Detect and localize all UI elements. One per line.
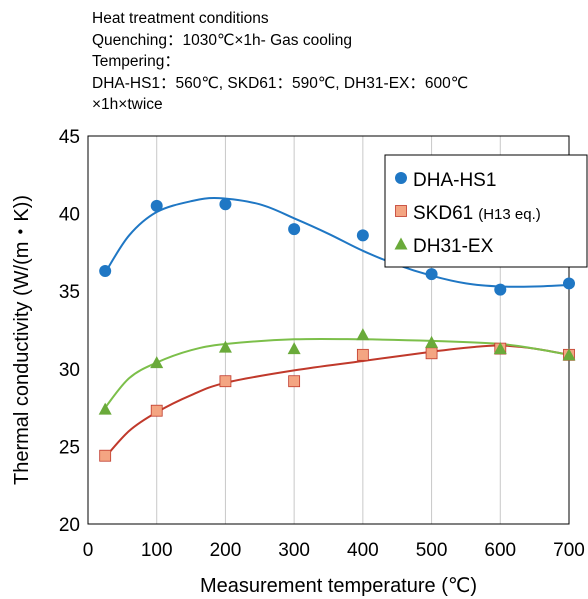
point-skd61 [99,449,112,462]
x-tick-label: 300 [278,540,310,561]
point-skd61 [356,348,369,361]
x-tick-label: 500 [416,540,448,561]
legend: DHA-HS1 SKD61 (H13 eq.) DH31-EX [384,154,588,268]
x-tick-label: 200 [210,540,242,561]
x-tick-label: 100 [141,540,173,561]
legend-box [384,154,588,268]
notes-line-5: ×1h×twice [92,96,163,113]
legend-marker-dha-hs1 [395,172,407,184]
legend-name-suffix: (H13 eq.) [478,206,541,223]
data-points [98,198,576,462]
x-tick-label: 700 [553,540,585,561]
notes-line-4: DHA-HS1：560℃, SKD61：590℃, DH31-EX：600℃ [92,74,469,92]
x-axis-ticks: 0 100 200 300 400 500 600 700 [83,540,585,561]
y-axis-label: Thermal conductivity (W/(m・K)) [11,195,33,485]
y-tick-label: 45 [59,127,80,148]
y-tick-label: 25 [59,437,80,458]
point-dh31-ex [287,342,301,355]
point-skd61 [288,375,301,388]
x-axis-label: Measurement temperature (℃) [200,575,477,597]
legend-name: DH31-EX [413,236,494,257]
point-dh31-ex [425,335,439,348]
point-dh31-ex [98,402,112,415]
legend-name: SKD61 [413,203,473,224]
legend-label-skd61: SKD61 (H13 eq.) [413,203,541,224]
notes-line-3: Tempering： [92,53,180,70]
point-dha-hs1 [150,199,163,212]
y-tick-label: 30 [59,360,80,381]
x-tick-label: 600 [484,540,516,561]
y-axis-ticks: 20 25 30 35 40 45 [59,127,80,536]
notes-line-2: Quenching：1030℃×1h- Gas cooling [92,31,352,49]
point-skd61 [425,347,438,360]
point-dh31-ex [150,356,164,369]
point-dh31-ex [356,328,370,341]
x-tick-label: 0 [83,540,94,561]
trendline-skd61 [104,344,570,458]
y-tick-label: 35 [59,282,80,303]
heat-treatment-notes: Heat treatment conditions Quenching：1030… [92,8,468,116]
point-dha-hs1 [563,277,575,290]
legend-label-dh31-ex: DH31-EX [413,236,494,257]
point-dha-hs1 [356,229,369,242]
trendline-dha-hs1 [104,196,570,288]
legend-label-dha-hs1: DHA-HS1 [413,170,496,191]
x-tick-label: 400 [347,540,379,561]
point-dh31-ex [493,342,507,355]
point-dha-hs1 [219,198,232,211]
point-dha-hs1 [494,283,507,296]
legend-marker-dh31-ex [394,237,408,250]
point-dha-hs1 [99,265,112,278]
trendline-dh31-ex [104,337,570,409]
point-skd61 [150,404,163,417]
y-tick-label: 40 [59,205,80,226]
point-dha-hs1 [288,223,301,236]
legend-name: DHA-HS1 [413,170,496,191]
y-tick-label: 20 [59,515,80,536]
notes-line-1: Heat treatment conditions [92,10,269,27]
legend-marker-skd61 [395,205,407,217]
point-dh31-ex [218,340,232,353]
plot-area-frame [87,135,570,525]
point-skd61 [219,375,232,388]
point-dha-hs1 [425,268,438,281]
point-dh31-ex [562,348,576,361]
